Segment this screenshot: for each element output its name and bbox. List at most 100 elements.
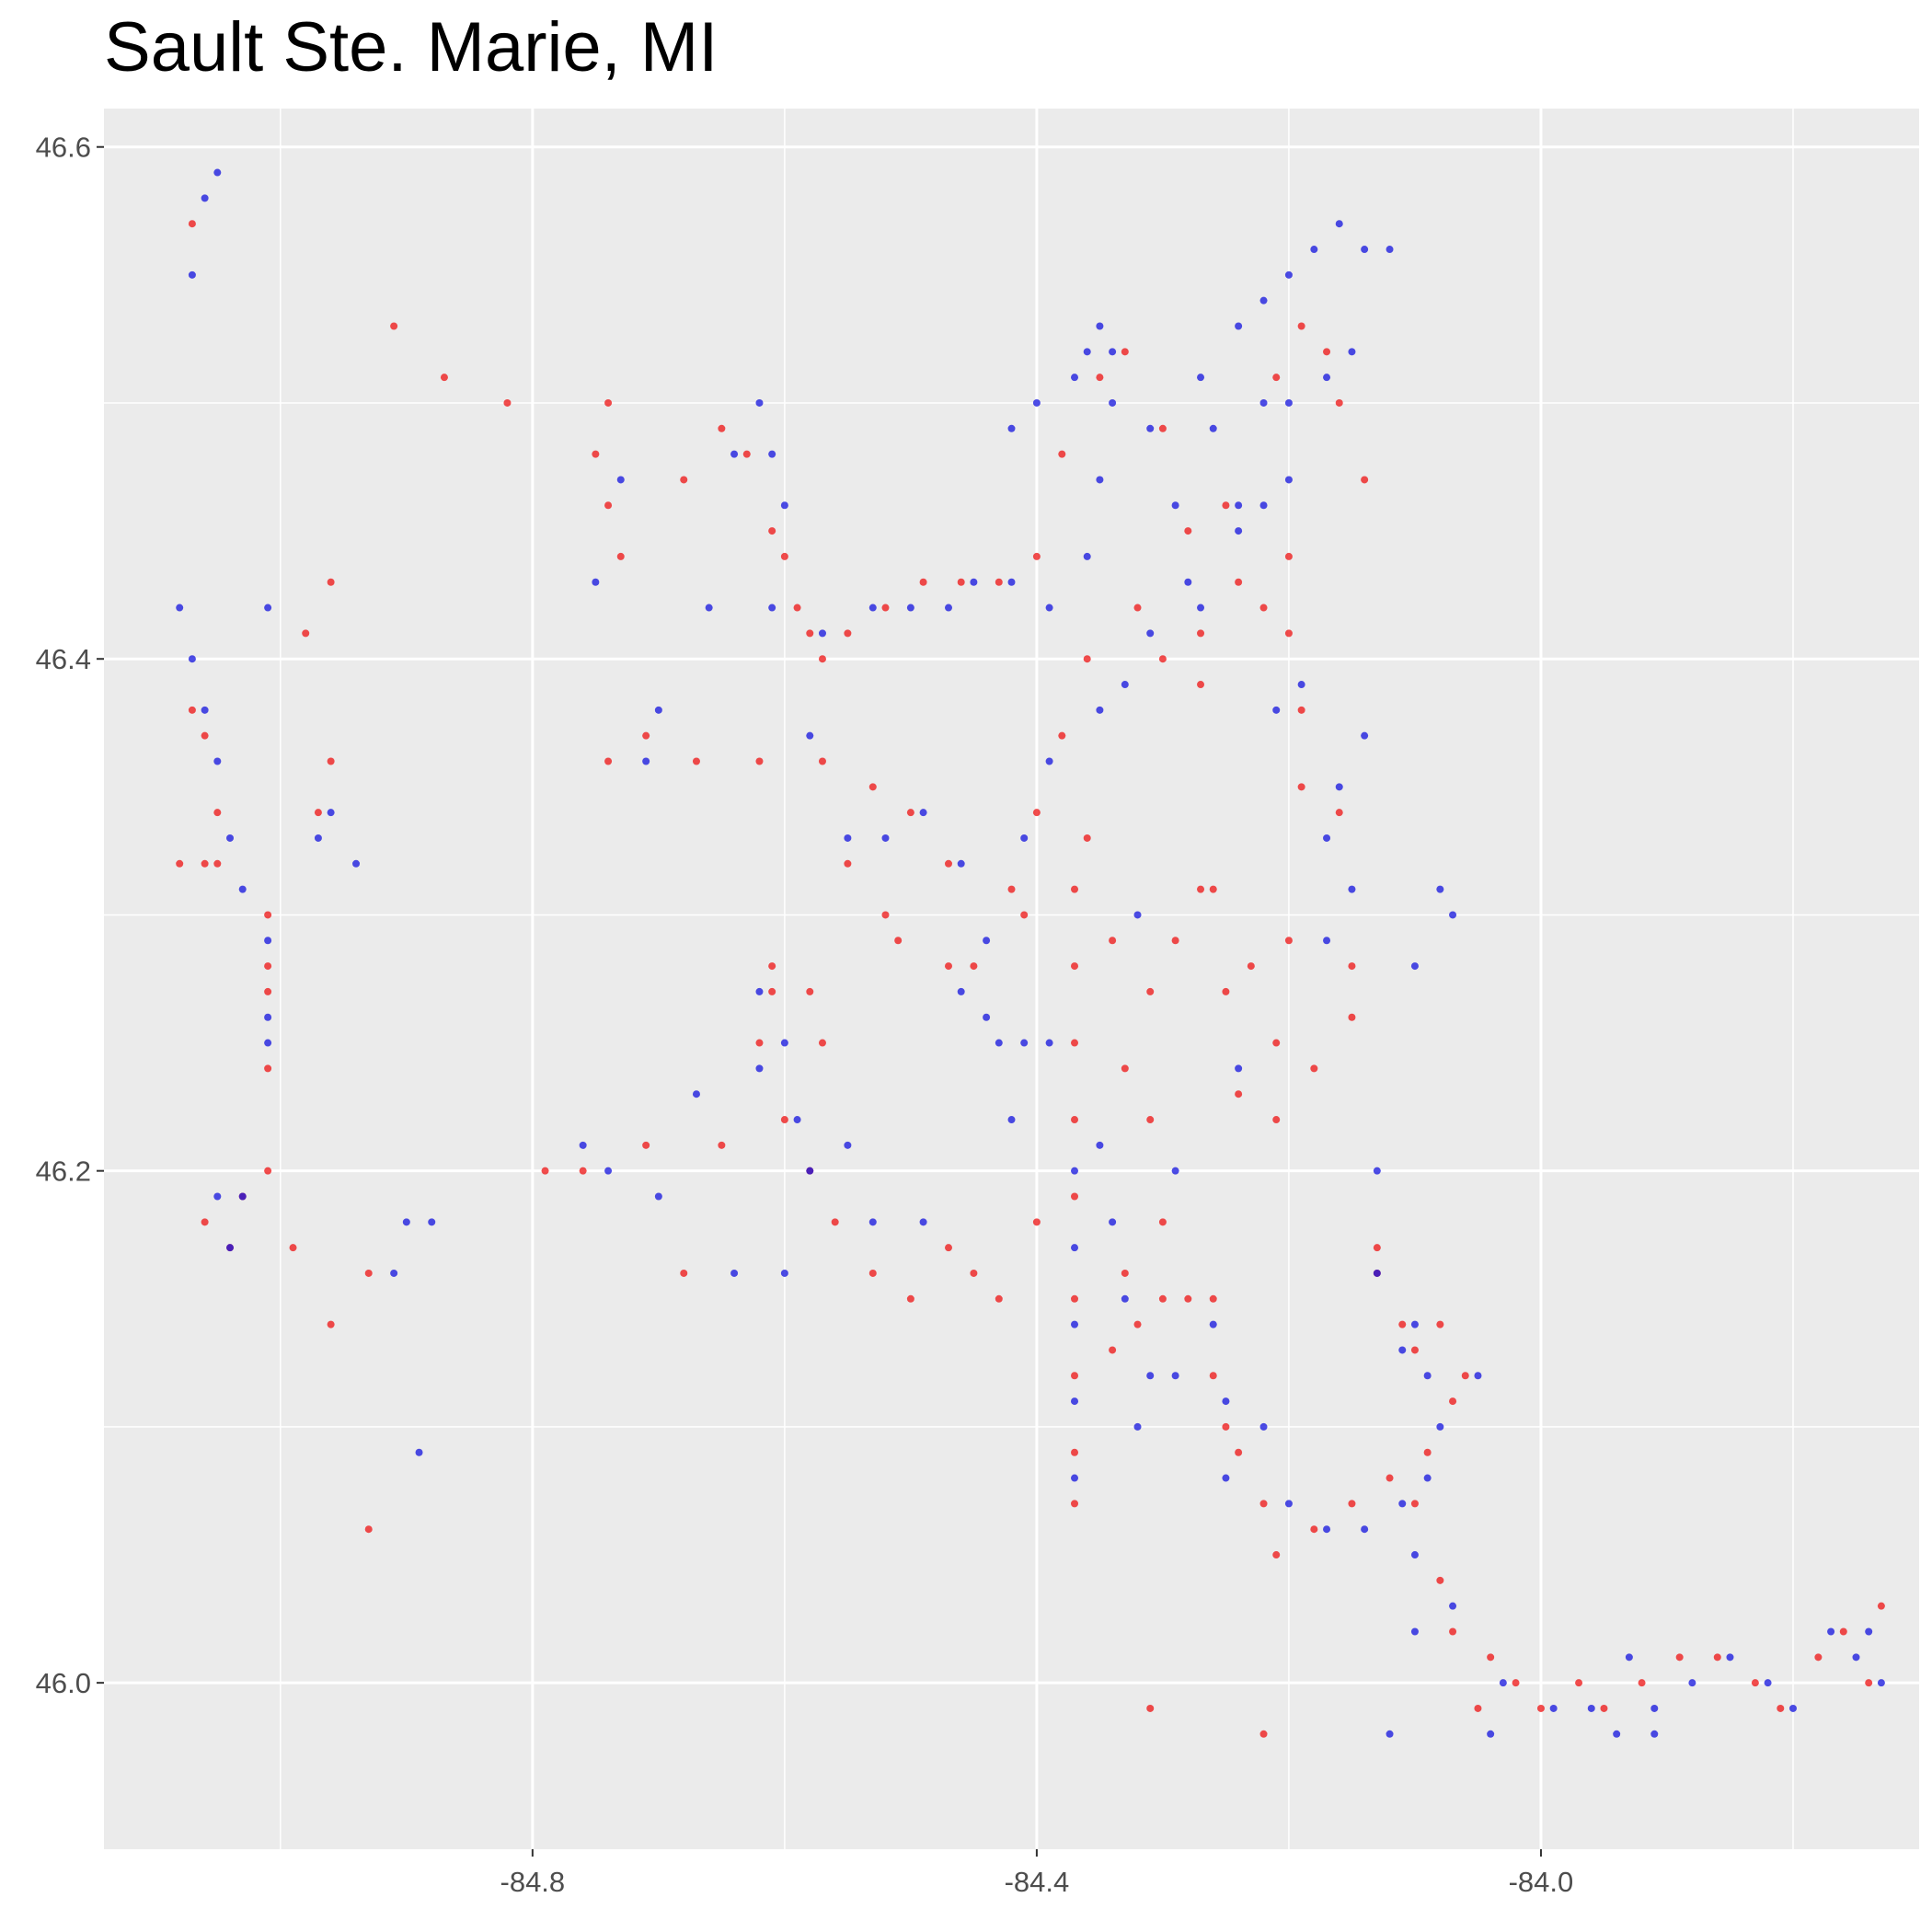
red-data-point [768,962,776,971]
red-data-point [1197,629,1205,638]
blue-data-point [1449,1602,1457,1610]
blue-data-point [1096,706,1104,714]
red-data-point [1839,1627,1847,1636]
blue-data-point [1373,1269,1381,1277]
red-data-point [1449,1397,1457,1406]
red-data-point [1121,348,1129,356]
blue-data-point [1209,424,1217,432]
red-data-point [1184,527,1192,535]
blue-data-point [1423,1372,1432,1380]
red-data-point [188,706,196,714]
red-data-point [1071,1116,1079,1124]
blue-data-point [1310,246,1318,254]
blue-data-point [1877,1679,1885,1687]
blue-data-point [692,1090,700,1098]
red-data-point [327,757,335,765]
blue-data-point [1436,1422,1444,1431]
red-data-point [906,809,914,817]
blue-data-point [1865,1627,1873,1636]
red-data-point [818,655,826,663]
blue-data-point [1171,1372,1179,1380]
blue-data-point [592,578,600,586]
blue-data-point [919,809,927,817]
blue-data-point [793,1116,801,1124]
red-data-point [1297,783,1305,791]
blue-data-point [1096,476,1104,484]
red-data-point [1814,1653,1823,1662]
red-data-point [1171,937,1179,945]
red-data-point [1209,1294,1217,1303]
red-data-point [1638,1679,1646,1687]
red-data-point [1235,1090,1243,1098]
blue-data-point [1071,1474,1079,1482]
blue-data-point [1323,937,1331,945]
blue-data-point [1007,424,1016,432]
red-data-point [995,1294,1003,1303]
y-tick-label: 46.2 [36,1156,91,1188]
blue-data-point [1436,885,1444,893]
blue-data-point [1259,296,1268,305]
red-data-point [1297,322,1305,330]
blue-data-point [201,194,209,202]
red-data-point [919,578,927,586]
red-data-point [201,1218,209,1226]
red-data-point [844,859,852,868]
red-data-point [1146,1704,1155,1712]
red-data-point [1600,1704,1608,1712]
blue-data-point [1096,322,1104,330]
red-data-point [1487,1653,1495,1662]
red-data-point [1474,1704,1482,1712]
blue-data-point [1726,1653,1734,1662]
blue-data-point [213,1192,222,1201]
red-data-point [1373,1244,1381,1252]
blue-data-point [1184,578,1192,586]
red-data-point [1410,1346,1419,1354]
blue-data-point [1235,527,1243,535]
blue-data-point [1587,1704,1595,1712]
blue-data-point [238,1192,247,1201]
red-data-point [1536,1704,1545,1712]
blue-data-point [944,604,952,612]
red-data-point [1247,962,1255,971]
red-data-point [616,552,625,560]
blue-data-point [868,1218,877,1226]
blue-data-point [226,1244,235,1252]
blue-data-point [995,1039,1003,1047]
red-data-point [503,398,512,407]
red-data-point [1032,809,1041,817]
blue-data-point [780,1269,788,1277]
red-data-point [1675,1653,1684,1662]
blue-data-point [1045,1039,1053,1047]
red-data-point [995,578,1003,586]
red-data-point [1071,885,1079,893]
blue-data-point [1386,1730,1394,1738]
blue-data-point [213,168,222,177]
y-tick-label: 46.4 [36,643,91,675]
blue-data-point [1827,1627,1835,1636]
blue-data-point [705,604,713,612]
red-data-point [1348,1013,1356,1021]
red-data-point [1071,1294,1079,1303]
red-data-point [1751,1679,1759,1687]
blue-data-point [919,1218,927,1226]
red-data-point [264,1064,272,1073]
blue-data-point [1121,1294,1129,1303]
blue-data-point [1133,1422,1142,1431]
red-data-point [1222,987,1230,995]
blue-data-point [1020,1039,1029,1047]
red-data-point [1222,1422,1230,1431]
red-data-point [1461,1372,1469,1380]
blue-data-point [983,1013,991,1021]
red-data-point [806,629,814,638]
red-data-point [642,731,650,740]
red-data-point [1146,987,1155,995]
blue-data-point [264,1039,272,1047]
red-data-point [188,220,196,228]
blue-data-point [213,757,222,765]
blue-data-point [1410,1551,1419,1559]
red-data-point [1007,885,1016,893]
red-data-point [680,476,688,484]
red-data-point [793,604,801,612]
blue-data-point [1650,1704,1659,1712]
red-data-point [680,1269,688,1277]
